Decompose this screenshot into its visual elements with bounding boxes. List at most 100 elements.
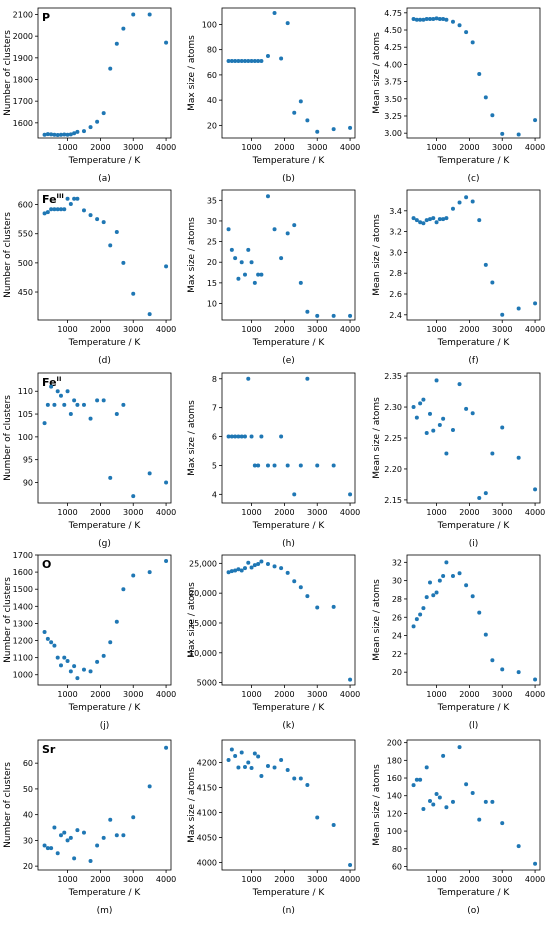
x-tick-label: 1000 (57, 143, 77, 152)
subplot-letter: (d) (98, 356, 111, 366)
data-point (236, 567, 241, 572)
data-point (114, 412, 119, 417)
y-axis-label: Number of clusters (3, 30, 13, 116)
subplot-d: 1000 2000 3000 4000 450 500 550 600 Temperature … (3, 189, 176, 366)
data-point (62, 132, 67, 137)
y-tick-label: 15 (207, 279, 217, 288)
data-point (81, 129, 86, 134)
data-point (229, 434, 234, 439)
data-point (45, 402, 50, 407)
x-tick-label: 4000 (525, 690, 545, 699)
y-tick-label: 3.25 (384, 112, 402, 121)
x-tick-label: 1000 (426, 690, 446, 699)
y-tick-label: 30 (207, 217, 217, 226)
y-tick-label: 4000 (197, 859, 217, 868)
data-point (42, 843, 47, 848)
data-point (305, 376, 310, 381)
data-point (101, 220, 106, 225)
y-tick-label: 2000 (13, 32, 33, 41)
subplot-g: 1000 2000 3000 4000 90 95 100 105 110 Temperature… (3, 372, 176, 549)
x-tick-label: 4000 (525, 508, 545, 517)
x-tick-label: 3000 (123, 325, 143, 334)
data-point (108, 817, 113, 822)
x-tick-label: 2000 (459, 690, 479, 699)
subplot-f: 1000 2000 3000 4000 2.4 2.6 2.8 3.0 3.2 3.4 Temper… (372, 189, 545, 366)
data-point (249, 260, 254, 265)
y-tick-label: 120 (387, 809, 402, 818)
y-tick-label: 1800 (13, 76, 33, 85)
y-tick-label: 30 (23, 836, 33, 845)
data-point (285, 21, 290, 26)
x-tick-label: 2000 (90, 508, 110, 517)
data-point (121, 833, 126, 838)
y-tick-label: 100 (18, 433, 33, 442)
data-point (246, 59, 251, 64)
data-point (457, 382, 462, 387)
data-point (68, 132, 73, 137)
x-tick-label: 4000 (156, 143, 176, 152)
subplot-b: 1000 2000 3000 4000 20 40 60 80 100 Temperature /… (187, 7, 360, 184)
data-point (431, 428, 436, 433)
y-tick-label: 24 (392, 632, 402, 641)
x-tick-label: 1000 (426, 143, 446, 152)
y-axis-label: Number of clusters (3, 577, 13, 663)
data-point (81, 667, 86, 672)
y-tick-label: 2.4 (389, 311, 402, 320)
data-point (431, 216, 436, 221)
y-axis-label: Mean size / atoms (372, 397, 382, 479)
data-point (427, 799, 432, 804)
data-point (68, 201, 73, 206)
data-point (434, 791, 439, 796)
plot-frame (221, 739, 356, 871)
subplot-l: 1000 2000 3000 4000 20 22 24 26 28 30 32 Temperatur… (372, 554, 545, 731)
data-point (164, 264, 169, 269)
data-point (418, 777, 423, 782)
data-point (272, 564, 277, 569)
subplot-letter: (c) (468, 174, 480, 184)
x-tick-label: 2000 (274, 875, 294, 884)
data-point (121, 402, 126, 407)
data-point (533, 487, 538, 492)
data-point (58, 833, 63, 838)
y-tick-label: 3.50 (384, 95, 402, 104)
data-point (305, 594, 310, 599)
data-point (81, 402, 86, 407)
y-tick-label: 200 (387, 739, 402, 748)
data-point (427, 411, 432, 416)
x-tick-label: 1000 (426, 325, 446, 334)
x-tick-label: 2000 (459, 508, 479, 517)
data-point (434, 16, 439, 21)
x-tick-label: 2000 (274, 143, 294, 152)
data-point (279, 256, 284, 261)
data-point (147, 570, 152, 575)
data-point (58, 207, 63, 212)
x-tick-label: 3000 (307, 690, 327, 699)
data-point (239, 434, 244, 439)
data-point (298, 99, 303, 104)
x-axis-label: Temperature / K (437, 338, 511, 348)
data-point (242, 59, 247, 64)
data-point (431, 593, 436, 598)
data-point (101, 835, 106, 840)
element-label: FeIII (42, 192, 64, 206)
data-point (490, 113, 495, 118)
y-tick-label: 2.15 (384, 496, 402, 505)
data-point (236, 765, 241, 770)
y-tick-label: 20,000 (189, 589, 217, 598)
y-tick-label: 2.30 (384, 403, 402, 412)
plot-frame (406, 372, 541, 504)
data-point (450, 427, 455, 432)
x-tick-label: 4000 (525, 143, 545, 152)
data-point (421, 606, 426, 611)
data-point (424, 431, 429, 436)
data-point (114, 619, 119, 624)
subplot-m: 1000 2000 3000 4000 20 30 40 50 60 Temperature / … (3, 739, 176, 916)
data-point (121, 26, 126, 31)
y-tick-label: 4 (212, 490, 217, 499)
data-point (226, 59, 231, 64)
y-tick-label: 600 (18, 201, 33, 210)
y-tick-label: 10 (207, 299, 217, 308)
x-axis-label: Temperature / K (68, 338, 142, 348)
x-tick-label: 3000 (492, 875, 512, 884)
data-point (233, 59, 238, 64)
